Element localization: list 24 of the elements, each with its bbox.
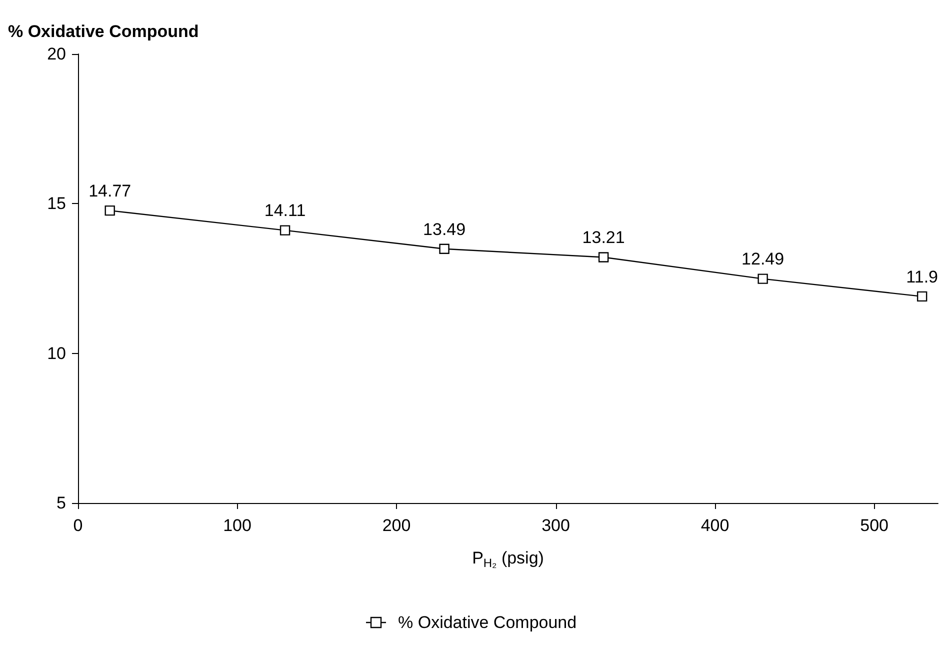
point: [280, 225, 290, 236]
y-tick-label: 15: [47, 194, 66, 214]
x-tick-label: 200: [382, 516, 411, 535]
data-label: 13.49: [423, 220, 466, 239]
data-label: 13.21: [582, 228, 625, 248]
legend-label: % Oxidative Compound: [398, 613, 577, 632]
y-axis-title: % Oxidative Compound: [8, 22, 199, 41]
x-tick-label: 0: [73, 516, 83, 535]
data-label: 14.77: [88, 181, 132, 200]
x-tick-label: 400: [700, 516, 730, 535]
x-tick-label: 300: [542, 516, 570, 535]
data-label: 11.9: [906, 267, 938, 286]
point: [916, 291, 928, 302]
x-tick-label: 100: [223, 516, 252, 535]
point: [598, 252, 609, 262]
point: [104, 205, 115, 216]
y-tick-label: 10: [47, 344, 66, 363]
x-tick-label: 500: [860, 516, 888, 535]
y-tick-label: 5: [56, 494, 66, 512]
y-tick-label: 20: [47, 44, 66, 64]
data-label: 12.49: [742, 250, 784, 269]
data-label: 14.11: [264, 201, 306, 220]
point: [758, 274, 768, 284]
point: [439, 244, 450, 254]
